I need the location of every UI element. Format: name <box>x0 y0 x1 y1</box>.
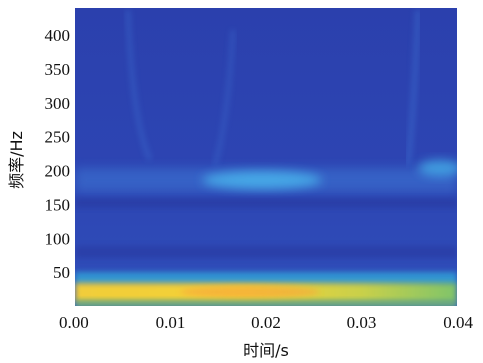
mid-band-peak <box>418 160 457 176</box>
transient-streak <box>125 9 153 162</box>
band-40hz <box>75 272 457 286</box>
y-tick-label: 150 <box>45 195 71 214</box>
x-tick-label: 0.03 <box>347 313 377 332</box>
x-axis-title: 时间/s <box>243 341 289 360</box>
band-low-peak <box>180 286 320 298</box>
y-tick-label: 350 <box>45 60 71 79</box>
dark-gap <box>75 246 457 258</box>
y-axis-title: 频率/Hz <box>7 131 26 189</box>
x-tick-label: 0.00 <box>59 313 89 332</box>
y-tick-label: 200 <box>45 162 71 181</box>
transient-streak <box>212 29 236 166</box>
y-tick-label: 250 <box>45 128 71 147</box>
transient-streak <box>405 9 421 166</box>
y-axis: 50 100 150 200 250 300 350 400 <box>45 26 71 282</box>
x-tick-label: 0.04 <box>443 313 473 332</box>
y-tick-label: 300 <box>45 94 71 113</box>
x-tick-label: 0.02 <box>251 313 281 332</box>
y-tick-label: 100 <box>45 229 71 248</box>
y-tick-label: 50 <box>53 263 70 282</box>
dark-gap <box>75 198 457 208</box>
y-tick-label: 400 <box>45 26 71 45</box>
x-tick-label: 0.01 <box>156 313 186 332</box>
mid-band-peak <box>202 171 322 189</box>
x-axis: 0.00 0.01 0.02 0.03 0.04 <box>59 313 474 332</box>
band-bottom-edge <box>75 300 457 306</box>
plot-area <box>75 8 457 306</box>
